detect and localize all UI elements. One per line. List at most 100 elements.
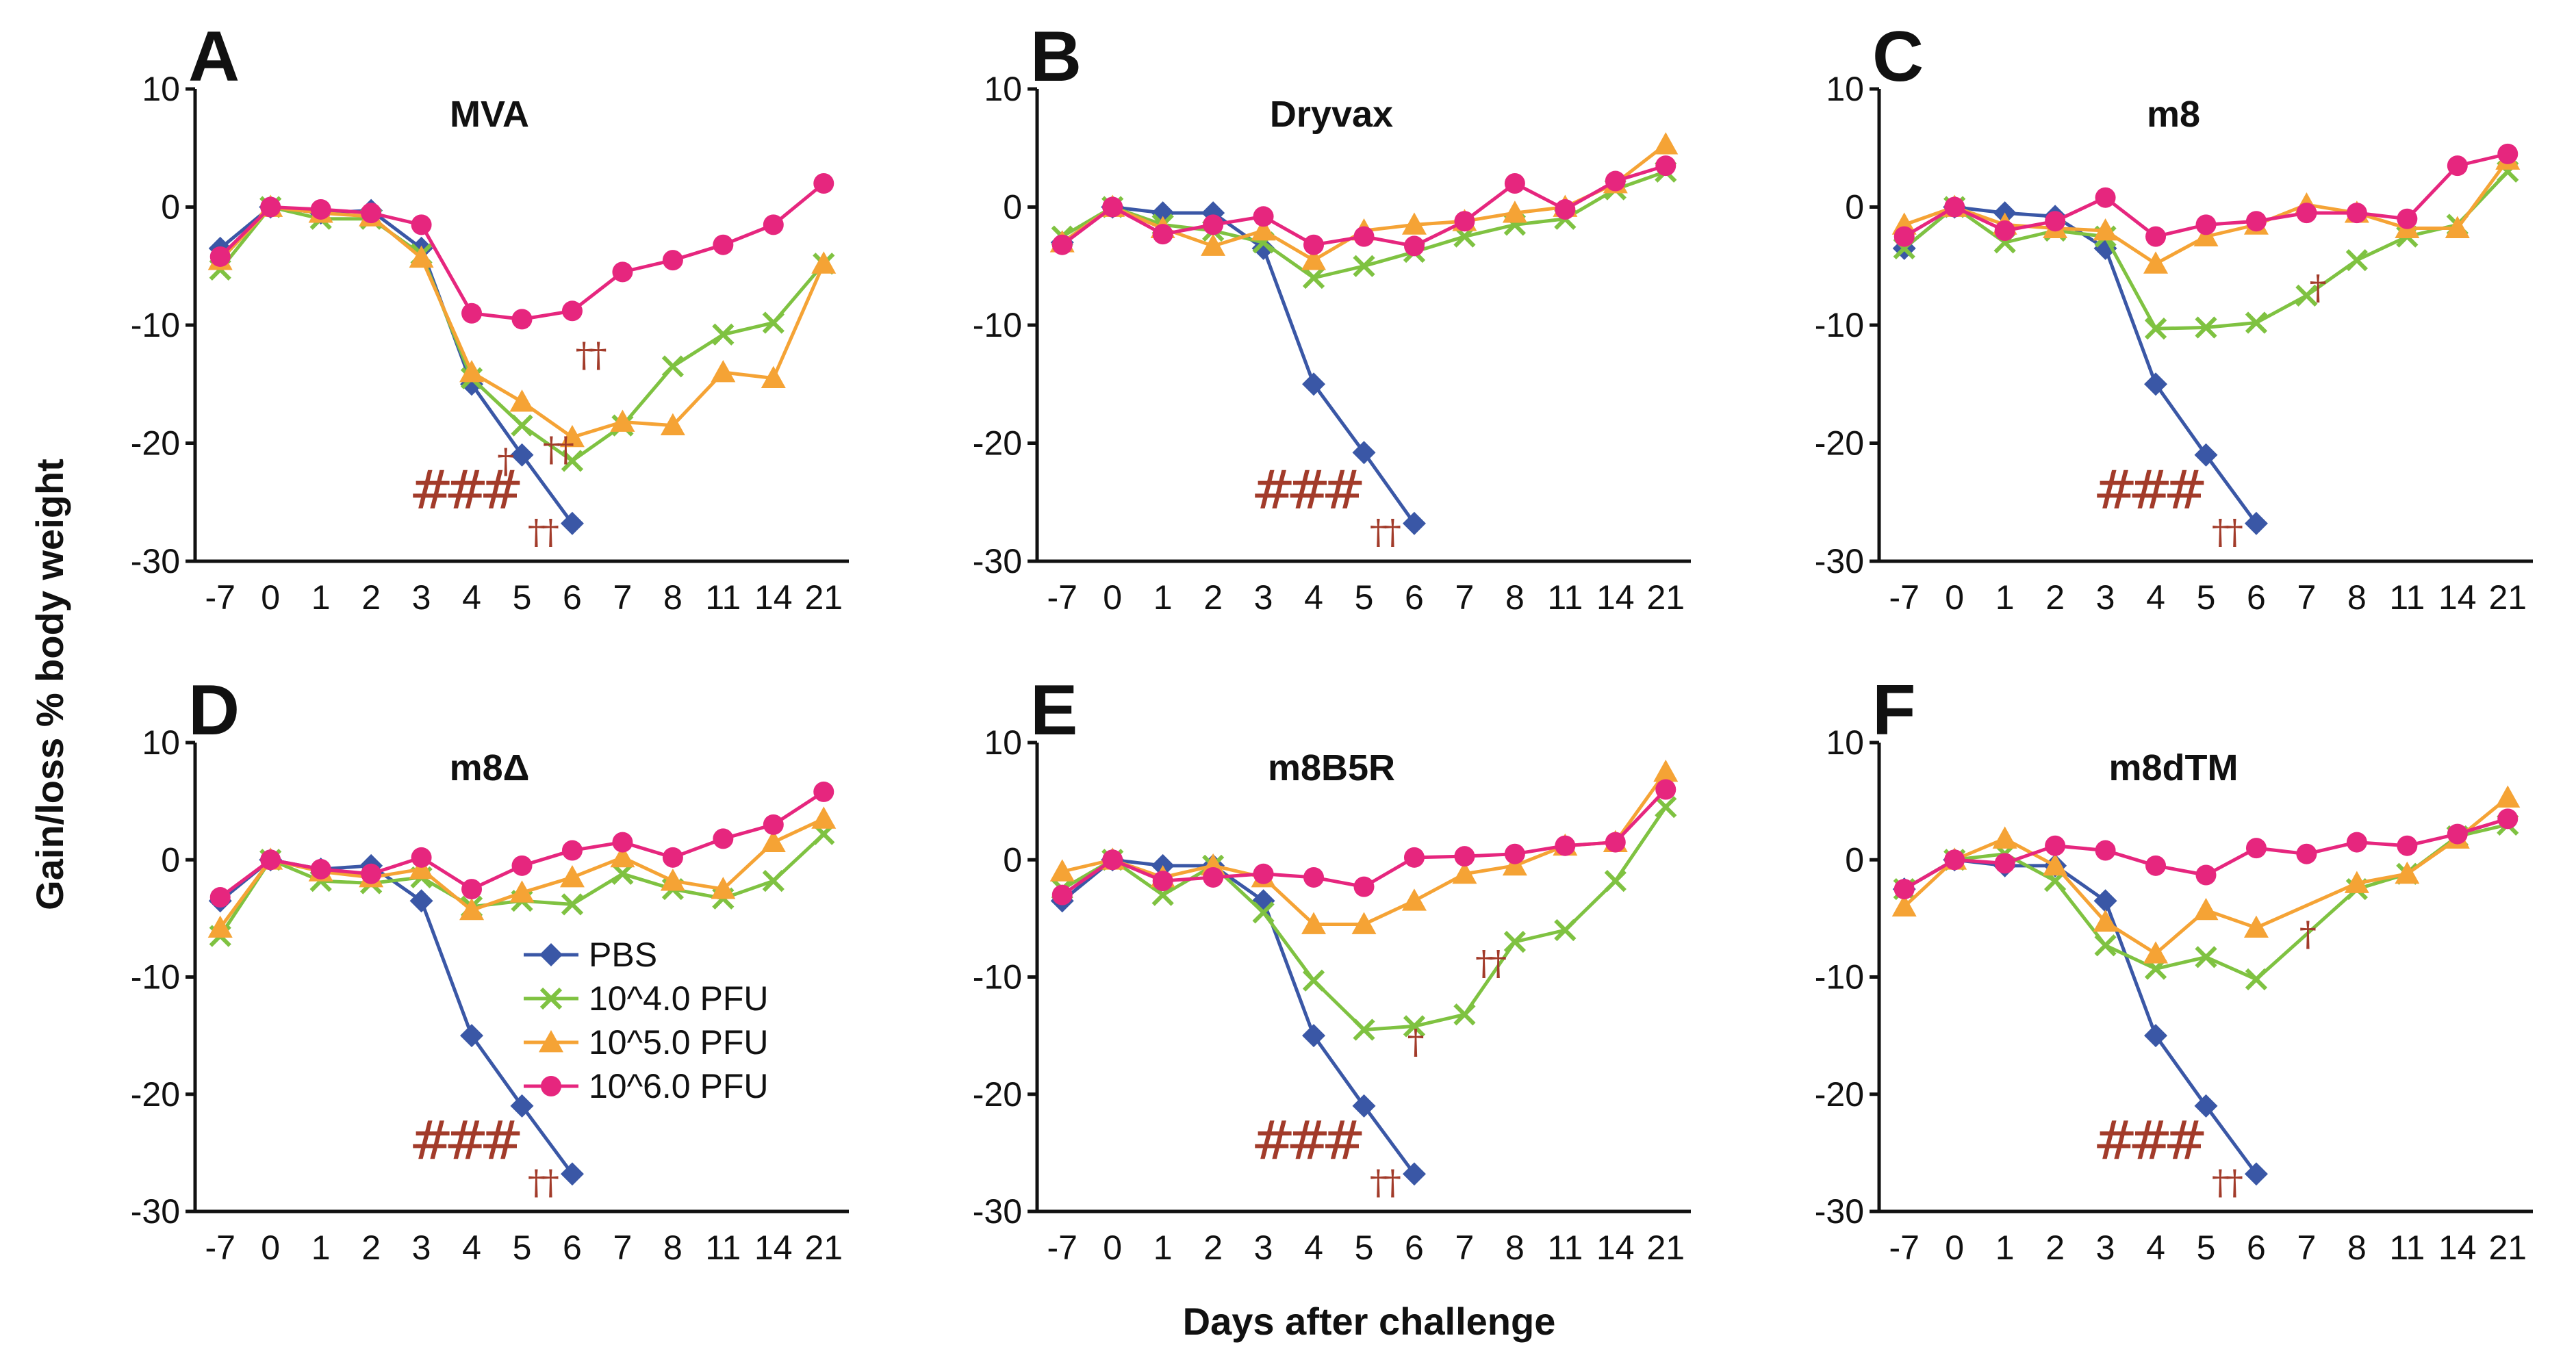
panel-a-series-10-5-0-pfu-point bbox=[761, 365, 786, 389]
panel-a-xtick-label: 5 bbox=[513, 578, 532, 617]
panel-c-series-10-6-0-pfu-point bbox=[2346, 203, 2367, 224]
panel-e-series-10-4-0-pfu-point-stroke-b bbox=[1503, 931, 1527, 953]
panel-a-series-10-6-0-pfu-point bbox=[461, 303, 483, 324]
panel-d-series-10-6-0-pfu-point bbox=[662, 847, 683, 868]
panel-b-ytick-label: -20 bbox=[973, 424, 1022, 463]
panel-c-xtick-label: 8 bbox=[2347, 578, 2367, 617]
panel-a-series-10-4-0-pfu-point bbox=[762, 311, 785, 334]
panel-e-series-10-6-0-pfu-point bbox=[1655, 779, 1676, 800]
panel-c-xtick-label: 6 bbox=[2247, 578, 2266, 617]
panel-c-xtick-label: -7 bbox=[1889, 578, 1919, 617]
panel-b-series-10-6-0-pfu-point bbox=[1403, 235, 1425, 257]
panel-a-series-10-6-0-pfu-point bbox=[411, 214, 432, 235]
panel-c-title: m8 bbox=[2147, 94, 2200, 135]
panel-b-series-10-6-0-pfu bbox=[1051, 155, 1676, 257]
panel-f-series-pbs-point bbox=[2194, 1094, 2218, 1118]
panel-c-series-10-6-0-pfu-point bbox=[2145, 226, 2167, 247]
panel-e-title: m8B5R bbox=[1268, 747, 1395, 788]
panel-d-series-10-4-0-pfu-point-stroke-b bbox=[611, 862, 634, 885]
panel-a-series-10-6-0-pfu-point bbox=[813, 173, 834, 194]
panel-c-series-10-6-0-pfu-point bbox=[2497, 143, 2518, 164]
panel-a-series-10-5-0-pfu-point bbox=[559, 424, 585, 448]
panel-f-series-pbs-point bbox=[2244, 1162, 2268, 1186]
panel-e-series-10-4-0-pfu-point-stroke-b bbox=[1453, 1003, 1476, 1026]
panel-d-letter: D bbox=[188, 671, 240, 750]
panel-e-series-10-5-0-pfu-line bbox=[1062, 771, 1668, 926]
panel-d-series-10-6-0-pfu-point bbox=[209, 887, 231, 908]
panel-e-dagger-annotation: † bbox=[1407, 1022, 1423, 1062]
panel-f-series-10-6-0-pfu-point bbox=[1893, 879, 1915, 900]
panel-a-series-10-5-0-pfu-point bbox=[711, 360, 736, 383]
panel-a-series-10-4-0-pfu-point bbox=[712, 323, 735, 346]
panel-e-xtick-label: 8 bbox=[1505, 1229, 1525, 1267]
panel-d-series-10-6-0-pfu-point bbox=[813, 781, 834, 802]
panel-e-xtick-label: 7 bbox=[1455, 1229, 1475, 1267]
panel-b-series-10-6-0-pfu-point bbox=[1051, 234, 1073, 255]
panel-f-xtick-label: -7 bbox=[1889, 1229, 1919, 1267]
panel-f-xtick-label: 3 bbox=[2096, 1229, 2115, 1267]
panel-a-series-10-6-0-pfu bbox=[209, 173, 834, 330]
legend-swatch-marker-stroke-b bbox=[539, 987, 563, 1010]
panel-e-series-10-6-0-pfu-point bbox=[1504, 843, 1525, 864]
panel-c-series-10-6-0-pfu bbox=[1893, 143, 2518, 247]
panel-a-series-10-4-0-pfu-point-stroke-b bbox=[661, 355, 685, 378]
panel-e-xtick-label: -7 bbox=[1047, 1229, 1077, 1267]
panel-c-series-10-5-0-pfu-point bbox=[2093, 218, 2118, 241]
panel-f-series-10-6-0-pfu-point bbox=[2296, 843, 2317, 864]
panel-b-ytick-label: 0 bbox=[1003, 188, 1022, 227]
panel-c-xtick-label: 1 bbox=[1995, 578, 2015, 617]
panel-a-xtick-label: 1 bbox=[311, 578, 331, 617]
panel-f-ytick-label: 0 bbox=[1845, 840, 1864, 879]
panel-e: 100-10-20-30-7 0 1 2 3 4 5 6 7 8 11 14 21Em8B5R†††##… bbox=[973, 671, 1691, 1267]
panel-e-xtick-label: 14 bbox=[1596, 1229, 1635, 1267]
panel-f-dagger-annotation: † bbox=[2299, 914, 2316, 953]
panel-b-title: Dryvax bbox=[1270, 94, 1393, 135]
panel-e-ytick-label: 0 bbox=[1003, 840, 1022, 879]
panel-e-xtick-label: 4 bbox=[1304, 1229, 1323, 1267]
panel-a-hash-annotation: ### bbox=[409, 459, 520, 521]
panel-f-series-10-4-0-pfu-point bbox=[2094, 934, 2117, 957]
panel-c-series-10-4-0-pfu-point bbox=[2144, 318, 2167, 340]
panel-a-series-10-5-0-pfu-point bbox=[409, 245, 434, 268]
panel-a-series-pbs bbox=[208, 195, 584, 535]
panel-e-series-10-5-0-pfu-point bbox=[1049, 859, 1075, 882]
panel-e-series-10-5-0-pfu-point bbox=[1301, 912, 1327, 934]
panel-b-series-10-5-0-pfu-point bbox=[1251, 218, 1276, 241]
panel-e-series-10-4-0-pfu-point bbox=[1554, 918, 1577, 942]
legend-item-10-6-0-pfu: 10^6.0 PFU bbox=[524, 1067, 768, 1105]
panel-b-series-10-4-0-pfu-point bbox=[1302, 266, 1325, 290]
panel-b-letter: B bbox=[1030, 17, 1082, 97]
panel-f-xtick-label: 8 bbox=[2347, 1229, 2367, 1267]
panel-c-hash-annotation: ### bbox=[2093, 459, 2204, 521]
panel-a-series-10-4-0-pfu-point-stroke-b bbox=[511, 414, 533, 437]
panel-d-series-10-6-0-pfu-point bbox=[361, 863, 382, 884]
legend-item-10-5-0-pfu: 10^5.0 PFU bbox=[524, 1023, 768, 1062]
panel-f-series-pbs-point bbox=[2144, 1024, 2168, 1048]
panel-b-series-10-5-0-pfu-point bbox=[1653, 132, 1679, 155]
panel-b-xtick-label: 5 bbox=[1355, 578, 1374, 617]
panel-b-series-pbs-point bbox=[1402, 511, 1426, 535]
panel-c-series-10-4-0-pfu-point bbox=[2195, 316, 2217, 339]
panel-d-series-pbs-point bbox=[460, 1024, 484, 1048]
panel-b-series-10-4-0-pfu-point bbox=[1353, 255, 1375, 277]
panel-b-xtick-label: 2 bbox=[1203, 578, 1223, 617]
panel-a-dagger-annotation: †† bbox=[543, 429, 574, 469]
panel-c-xtick-label: 21 bbox=[2488, 578, 2527, 617]
panel-d-series-10-6-0-pfu-point bbox=[612, 832, 633, 853]
panel-e-ytick-label: 10 bbox=[984, 723, 1022, 762]
panel-f-xtick-label: 4 bbox=[2146, 1229, 2165, 1267]
panel-d-xtick-label: 21 bbox=[804, 1229, 843, 1267]
panel-f-series-10-5-0-pfu-point bbox=[2043, 853, 2068, 876]
panel-e-series-10-4-0-pfu-point-stroke-b bbox=[1353, 1018, 1375, 1041]
panel-e-xtick-label: 5 bbox=[1355, 1229, 1374, 1267]
panel-a-ytick-label: -30 bbox=[131, 542, 180, 580]
panel-b-series-10-6-0-pfu-point bbox=[1253, 206, 1274, 227]
panel-b-series-10-5-0-pfu bbox=[1049, 132, 1679, 270]
panel-e-series-pbs-point bbox=[1402, 1162, 1426, 1186]
panel-c-series-10-4-0-pfu-point-stroke-b bbox=[2295, 284, 2318, 307]
y-axis-title: Gain/loss % body weight bbox=[28, 459, 71, 910]
panel-e-series-pbs-point bbox=[1352, 1094, 1376, 1118]
panel-d-series-pbs-point bbox=[560, 1162, 584, 1186]
